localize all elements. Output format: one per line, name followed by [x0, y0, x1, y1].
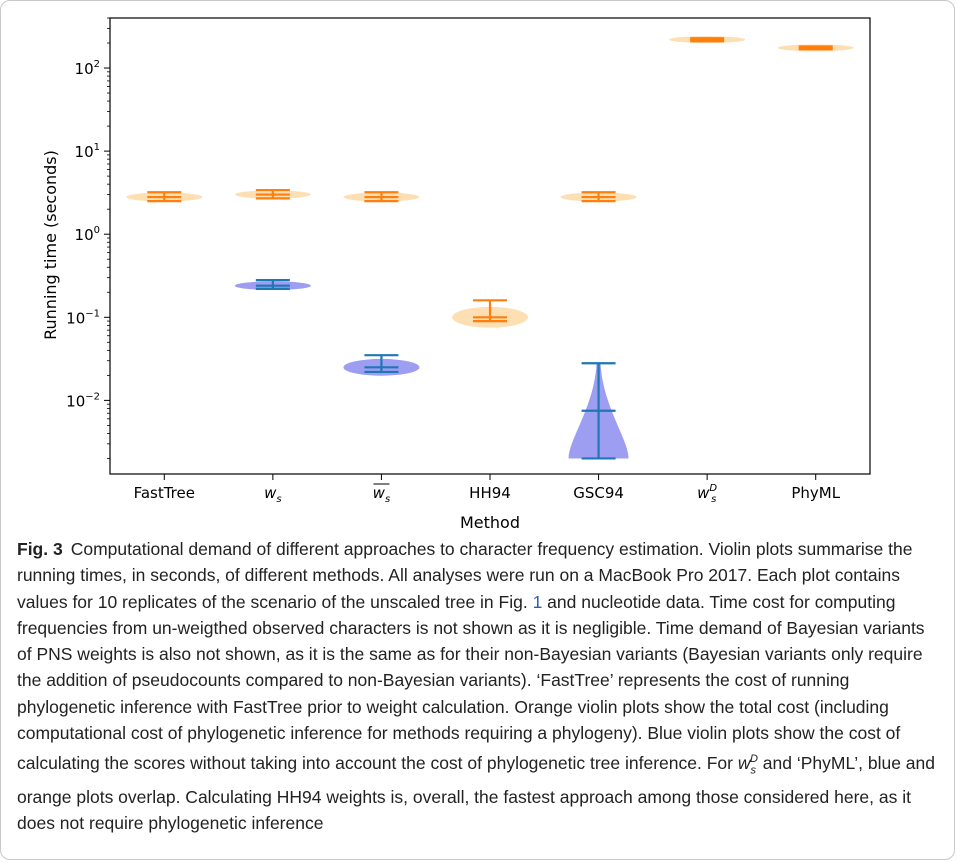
- y-axis-ticks: 10−2 10−1 100 101 102: [66, 17, 110, 459]
- x-tick-label: FastTree: [134, 484, 195, 502]
- caption-figure-label: Fig. 3: [17, 539, 63, 559]
- caption-symbol-base: w: [737, 753, 751, 774]
- x-tick-label: PhyML: [791, 484, 840, 502]
- caption-figure-reference-link[interactable]: 1: [532, 591, 543, 612]
- x-tick-label: GSC94: [573, 484, 624, 502]
- x-tick-label: HH94: [469, 484, 511, 502]
- caption-text-part2: and nucleotide data. Time cost for compu…: [17, 591, 925, 774]
- x-axis-ticks: FastTree ws ws HH94 GSC94 wD s PhyML: [134, 474, 841, 505]
- plot-area: [109, 17, 871, 475]
- figure-caption: Fig. 3 Computational demand of different …: [17, 536, 942, 837]
- y-tick-label: 100: [75, 225, 100, 244]
- y-tick-label: 10−1: [66, 308, 100, 327]
- x-tick-label: wD s: [697, 483, 717, 505]
- caption-symbol-superscript: D: [749, 753, 758, 766]
- y-axis-label: Running time (seconds): [41, 150, 60, 340]
- caption-text-part1: Computational demand of different approa…: [17, 539, 913, 612]
- caption-symbol-subscript: s: [750, 764, 756, 777]
- y-tick-label: 102: [75, 59, 100, 78]
- x-tick-label: ws: [264, 484, 282, 505]
- y-tick-label: 10−2: [66, 391, 100, 410]
- x-tick-label: ws: [373, 484, 391, 505]
- x-axis-label: Method: [460, 513, 520, 530]
- violin-chart: 10−2 10−1 100 101 102 FastTree ws ws HH94 GSC94 w…: [41, 17, 871, 530]
- y-tick-label: 101: [75, 142, 100, 161]
- caption-text-part3: and ‘PhyML’, blue and orange plots overl…: [17, 753, 935, 834]
- violins-layer: [126, 36, 854, 460]
